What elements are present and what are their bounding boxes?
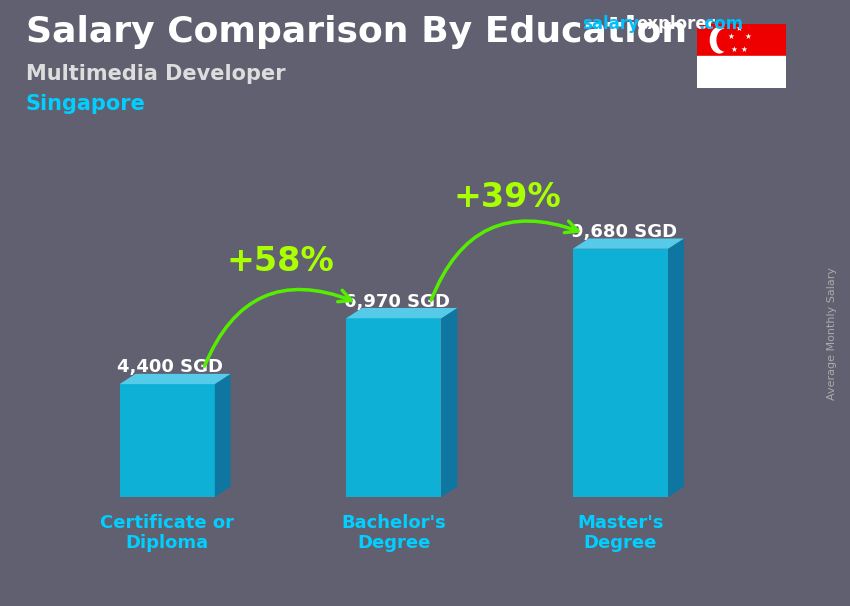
Circle shape <box>717 29 732 51</box>
Text: explorer: explorer <box>636 15 715 33</box>
Polygon shape <box>215 374 230 497</box>
Text: ★: ★ <box>731 45 738 55</box>
Text: ★: ★ <box>744 32 751 41</box>
Polygon shape <box>573 248 668 497</box>
Bar <box>697 56 786 88</box>
Text: ★: ★ <box>728 32 734 41</box>
Text: +58%: +58% <box>227 245 334 278</box>
Text: +39%: +39% <box>453 181 561 214</box>
Text: .com: .com <box>699 15 744 33</box>
Text: salary: salary <box>582 15 639 33</box>
Text: 6,970 SGD: 6,970 SGD <box>344 293 450 310</box>
Text: ★: ★ <box>736 24 743 33</box>
Text: Multimedia Developer: Multimedia Developer <box>26 64 285 84</box>
Polygon shape <box>441 308 457 497</box>
Text: 9,680 SGD: 9,680 SGD <box>570 223 677 241</box>
Polygon shape <box>346 318 441 497</box>
Text: ★: ★ <box>741 45 748 55</box>
Polygon shape <box>346 308 457 318</box>
Polygon shape <box>120 374 230 384</box>
Polygon shape <box>573 239 684 248</box>
Polygon shape <box>668 239 684 497</box>
Polygon shape <box>120 384 215 497</box>
Text: Salary Comparison By Education: Salary Comparison By Education <box>26 15 687 49</box>
Text: Singapore: Singapore <box>26 94 145 114</box>
Text: 4,400 SGD: 4,400 SGD <box>117 358 224 376</box>
Bar <box>697 24 786 56</box>
Circle shape <box>711 27 728 53</box>
Text: Average Monthly Salary: Average Monthly Salary <box>827 267 837 400</box>
